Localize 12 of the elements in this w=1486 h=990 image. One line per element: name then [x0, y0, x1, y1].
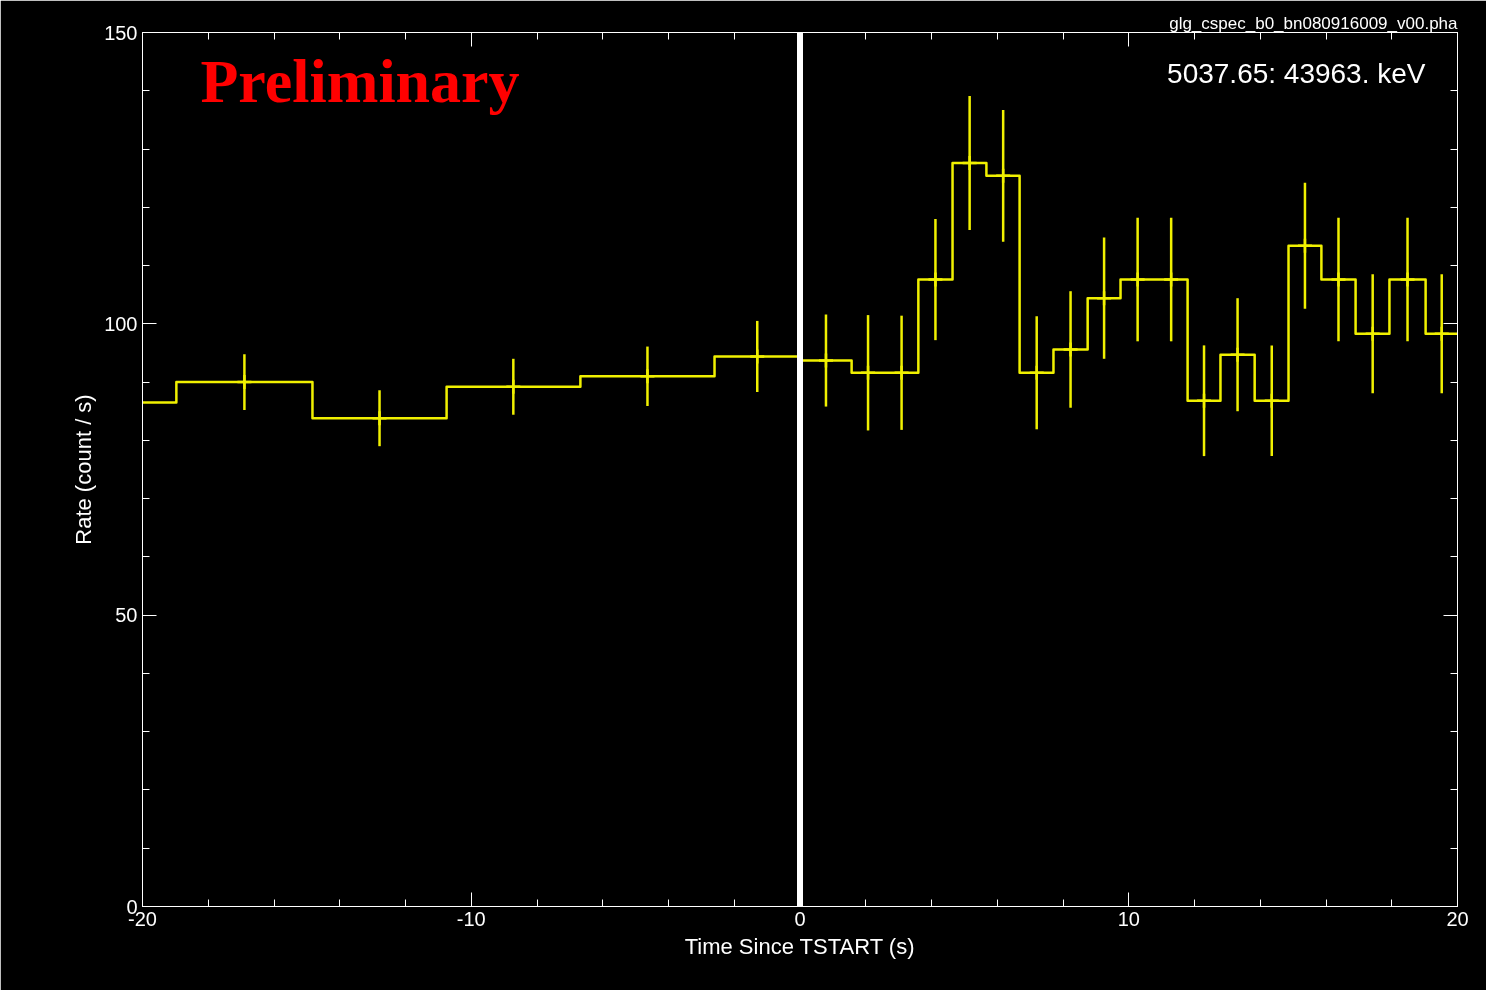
- y-axis-title: Rate (count / s): [71, 394, 97, 545]
- y-tick-label: 150: [104, 21, 138, 44]
- annotation: glg_cspec_b0_bn080916009_v00.pha: [1169, 13, 1459, 33]
- x-tick-label: -10: [456, 907, 486, 930]
- x-tick-label: 20: [1446, 907, 1469, 930]
- annotation: Preliminary: [200, 46, 520, 115]
- x-axis-title: Time Since TSTART (s): [684, 933, 915, 959]
- y-tick-label: 100: [104, 312, 138, 335]
- x-tick-label: 10: [1117, 907, 1140, 930]
- x-tick-label: 0: [794, 907, 806, 930]
- y-tick-label: 50: [115, 604, 138, 627]
- annotation: 5037.65: 43963. keV: [1167, 58, 1426, 89]
